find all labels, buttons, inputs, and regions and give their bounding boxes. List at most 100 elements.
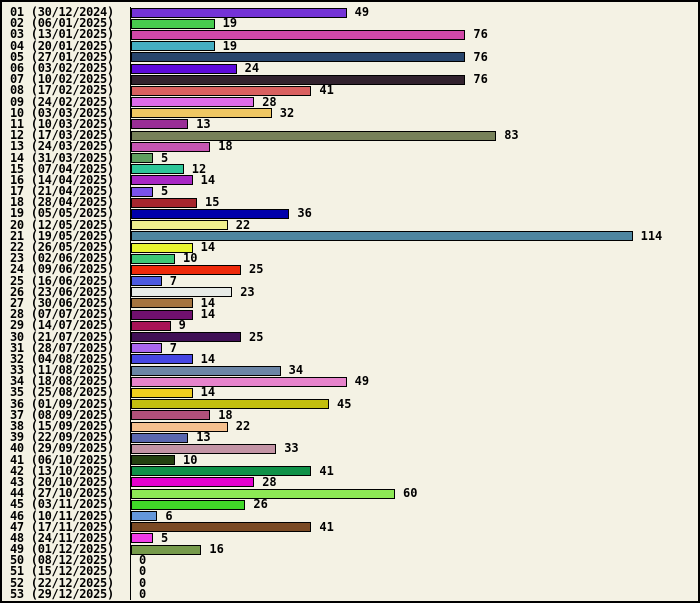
bar-value-label: 19 [222,38,238,53]
bar-area: 12 [130,161,698,176]
row-label: 02 (06/01/2025) [10,16,114,31]
bar-area: 0 [130,564,698,579]
bar-value-label: 23 [240,284,255,299]
chart-row: 41 (06/10/2025) 10 [2,452,698,467]
bar [131,63,237,74]
bar-area: 18 [130,139,698,154]
chart-row: 30 (21/07/2025) 25 [2,331,698,343]
chart-row: 48 (24/11/2025) 5 [2,532,698,544]
bar-value-label: 33 [284,441,299,456]
chart-row: 38 (15/09/2025) 22 [2,420,698,433]
chart-row: 02 (06/01/2025) 19 [2,16,698,31]
row-label: 14 (31/03/2025) [10,150,114,165]
bar [131,421,228,432]
bar-area: 23 [130,284,698,299]
bar-value-label: 16 [209,542,224,557]
bar-area: 22 [130,420,698,433]
bar-value-label: 0 [139,586,147,601]
row-label: 25 (16/06/2025) [10,273,114,288]
row-label: 35 (25/08/2025) [10,385,114,400]
chart-row: 13 (24/03/2025) 18 [2,139,698,154]
bar-value-label: 0 [139,553,147,568]
row-label: 18 (28/04/2025) [10,195,114,210]
row-label: 47 (17/11/2025) [10,519,114,534]
chart-row: 06 (03/02/2025) 24 [2,61,698,76]
bar-value-label: 18 [218,407,233,422]
row-label: 41 (06/10/2025) [10,452,114,467]
bar [131,432,189,443]
bar [131,499,246,510]
bar-value-label: 14 [200,385,216,400]
bar-area: 83 [130,129,698,142]
chart-row: 39 (22/09/2025) 13 [2,430,698,445]
bar [131,119,189,130]
bar-area: 76 [130,51,698,63]
bar-value-label: 15 [205,195,220,210]
bar-value-label: 13 [196,430,211,445]
bar-value-label: 28 [262,94,277,109]
bar-area: 14 [130,172,698,187]
bar-value-label: 5 [161,184,169,199]
bar-area: 7 [130,342,698,354]
bar-value-label: 18 [218,139,233,154]
bar [131,197,197,208]
row-label: 15 (07/04/2025) [10,161,114,176]
bar-area: 5 [130,152,698,164]
bar-value-label: 13 [196,116,211,131]
bar-value-label: 14 [200,351,216,366]
row-label: 04 (20/01/2025) [10,38,114,53]
bar-area: 34 [130,364,698,377]
bar-area: 22 [130,217,698,232]
bar-value-label: 41 [319,463,334,478]
row-label: 10 (03/03/2025) [10,105,114,120]
bar-area: 14 [130,241,698,254]
row-label: 01 (30/12/2024) [10,5,114,20]
bar [131,130,497,141]
chart-row: 24 (09/06/2025) 25 [2,263,698,276]
bar-area: 41 [130,521,698,533]
bar-area: 41 [130,84,698,97]
row-label: 07 (10/02/2025) [10,72,114,87]
bar [131,41,215,52]
chart-row: 36 (01/09/2025) 45 [2,396,698,411]
bar-area: 76 [130,28,698,41]
bar [131,74,466,85]
row-label: 36 (01/09/2025) [10,396,114,411]
bar-value-label: 0 [139,564,147,579]
bar-value-label: 14 [200,172,216,187]
chart-row: 11 (10/03/2025) 13 [2,116,698,131]
row-label: 23 (02/06/2025) [10,251,114,266]
bar [131,153,153,164]
bar-area: 114 [130,230,698,242]
bar-value-label: 6 [165,508,173,523]
chart-row: 46 (10/11/2025) 6 [2,508,698,523]
chart-row: 12 (17/03/2025) 83 [2,129,698,142]
chart-row: 22 (26/05/2025) 14 [2,241,698,254]
bar-area: 0 [130,553,698,568]
row-label: 06 (03/02/2025) [10,61,114,76]
chart-row: 47 (17/11/2025) 41 [2,519,698,534]
row-label: 33 (11/08/2025) [10,363,114,378]
bar-area: 6 [130,508,698,523]
bar-area: 16 [130,542,698,557]
bar-area: 14 [130,385,698,400]
bar-area: 45 [130,398,698,410]
bar-value-label: 22 [235,217,251,232]
bar-value-label: 10 [183,452,198,467]
bar [131,18,215,29]
bar-area: 7 [130,275,698,287]
bar-area: 28 [130,476,698,489]
bar-area: 76 [130,72,698,87]
bar-value-label: 60 [403,486,418,501]
bar-value-label: 12 [191,161,207,176]
row-label: 34 (18/08/2025) [10,374,114,389]
chart-row: 31 (28/07/2025) 7 [2,342,698,354]
row-label: 28 (07/07/2025) [10,307,114,322]
bar [131,410,211,421]
bar [131,141,211,152]
chart-row: 18 (28/04/2025) 15 [2,195,698,210]
bar [131,253,175,264]
bar-area: 19 [130,17,698,30]
bar-value-label: 76 [473,72,488,87]
